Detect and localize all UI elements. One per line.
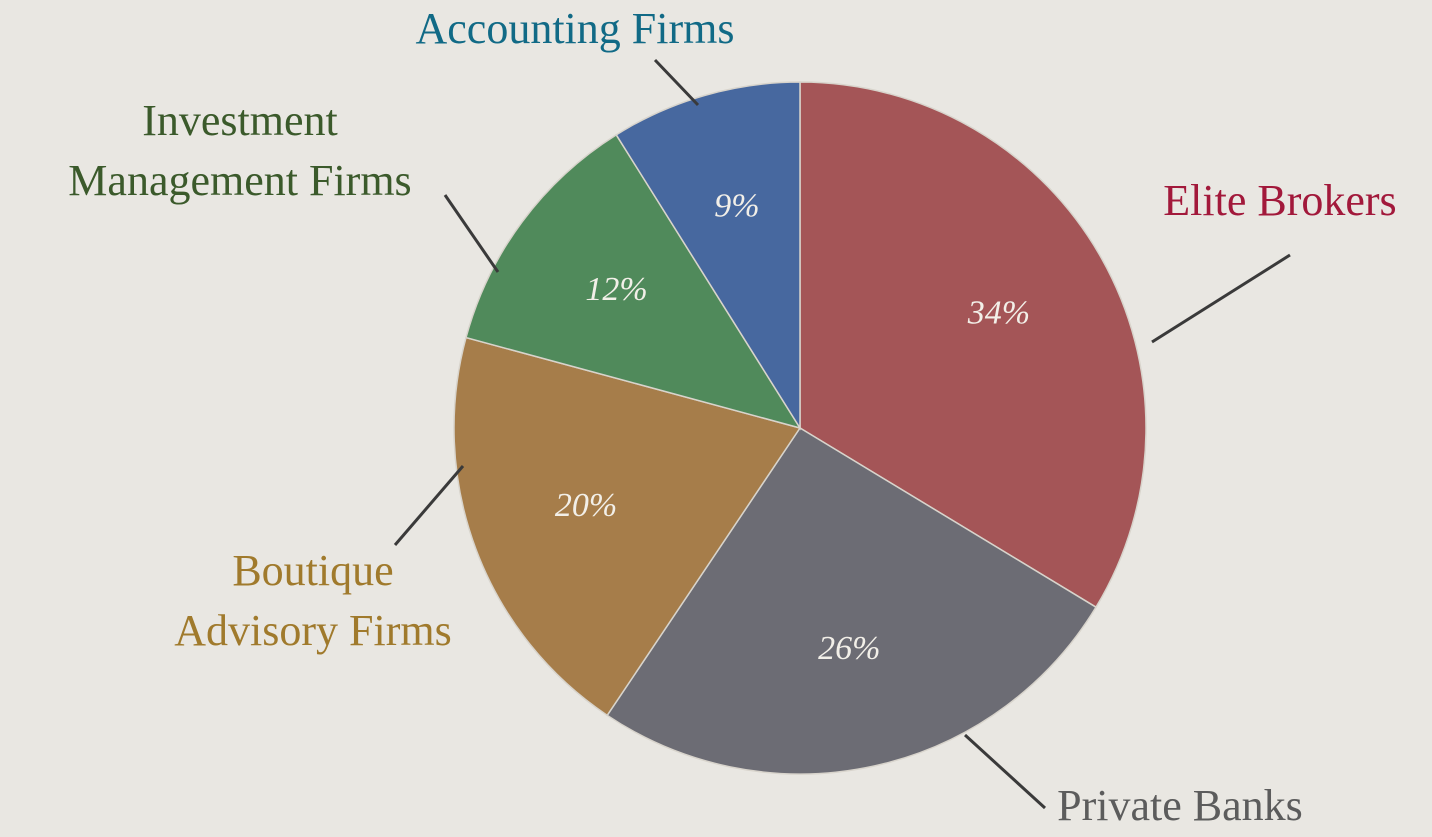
pie-slice bbox=[799, 81, 1147, 609]
data-label: 12% bbox=[585, 271, 647, 308]
data-label: 34% bbox=[967, 295, 1030, 332]
data-label: 26% bbox=[818, 630, 880, 667]
leader-line bbox=[1151, 253, 1291, 344]
category-label: Investment Management Firms bbox=[68, 96, 411, 205]
category-label: Boutique Advisory Firms bbox=[174, 546, 451, 655]
leader-lines bbox=[393, 58, 1291, 810]
leader-line bbox=[443, 194, 500, 273]
leader-line bbox=[653, 58, 700, 107]
category-label: Elite Brokers bbox=[1163, 176, 1396, 225]
pie-slice bbox=[615, 81, 801, 431]
pie-slice bbox=[606, 426, 1098, 775]
data-label: 9% bbox=[714, 187, 759, 224]
data-label: 20% bbox=[555, 487, 617, 524]
leader-line bbox=[393, 465, 465, 546]
pie: 34% Elite Brokers 26% Private Banks 20% Bouti… bbox=[68, 4, 1396, 830]
pie-slice bbox=[465, 133, 802, 430]
category-label: Accounting Firms bbox=[416, 4, 735, 53]
category-label: Private Banks bbox=[1057, 781, 1303, 830]
leader-line bbox=[963, 733, 1047, 810]
pie-slice bbox=[453, 336, 802, 717]
